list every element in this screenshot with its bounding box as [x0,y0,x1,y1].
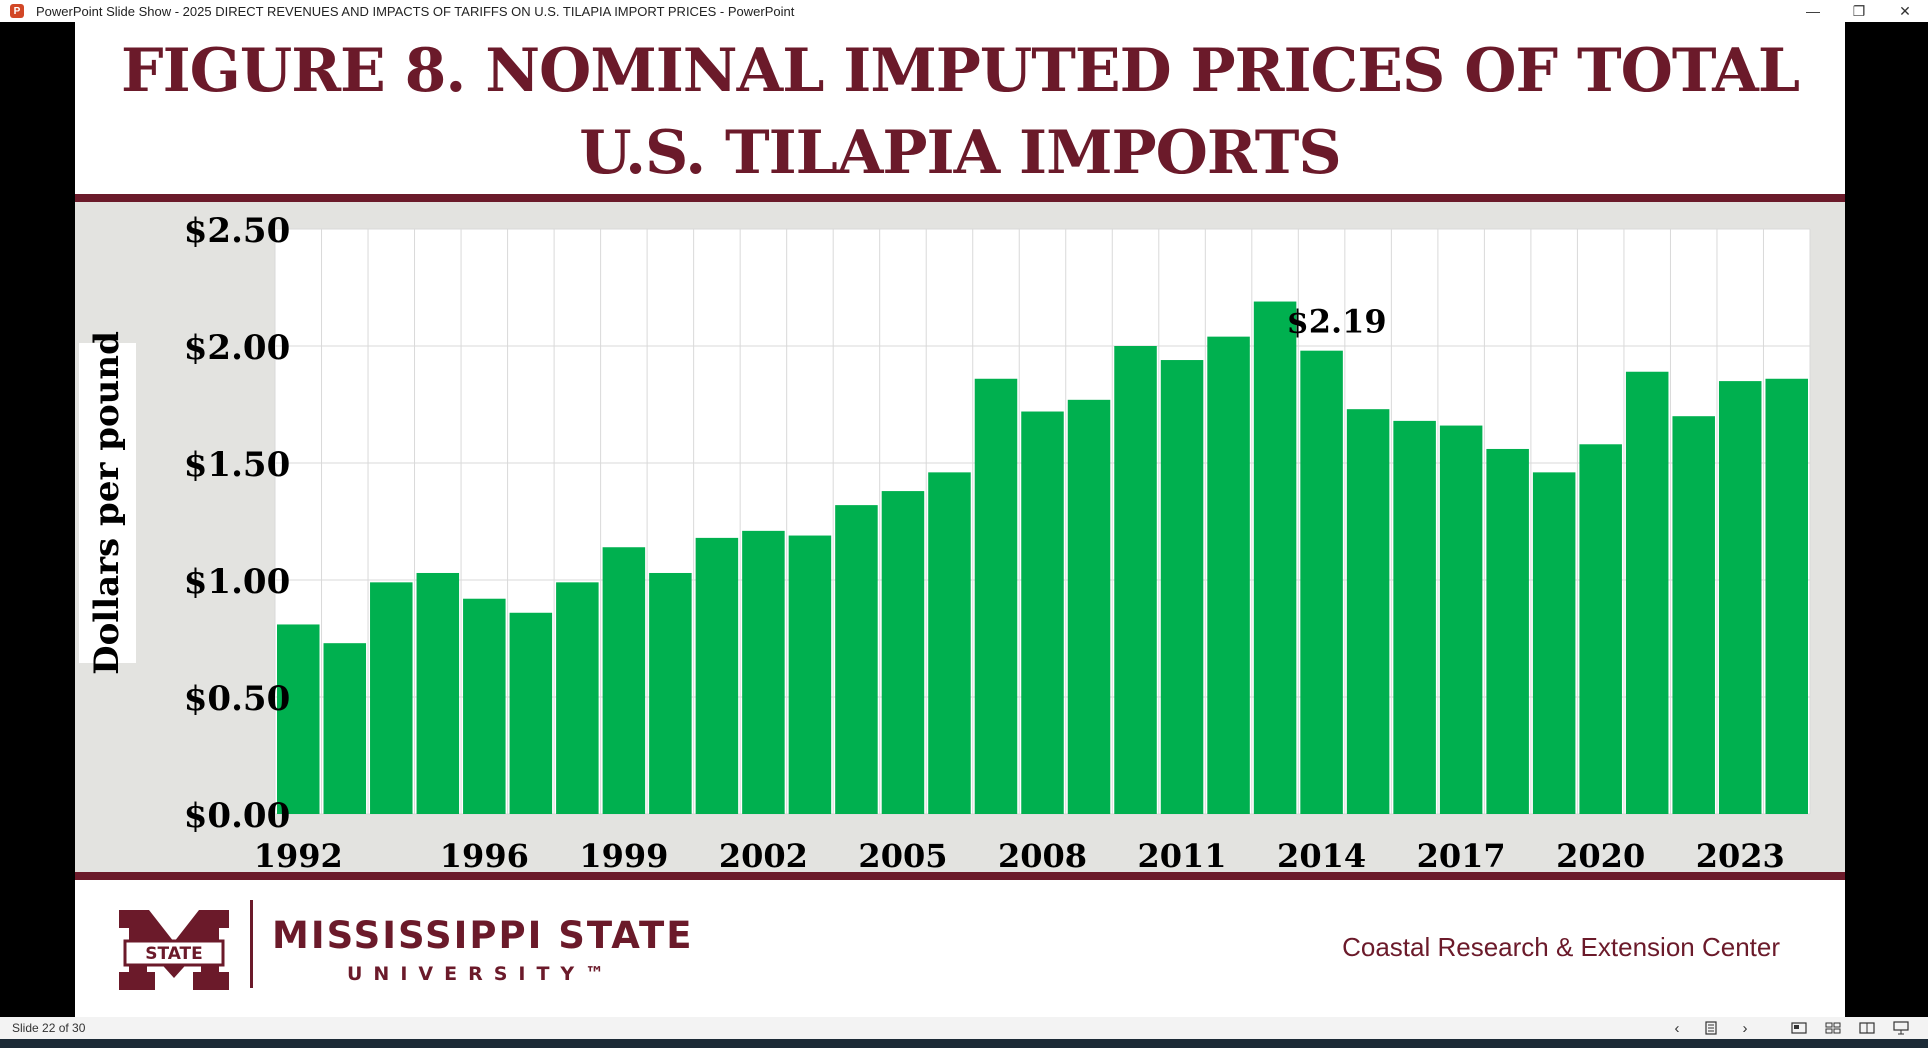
bar-2006 [928,472,971,814]
x-tick-label: 2023 [1696,837,1785,872]
reading-view-icon [1859,1022,1875,1034]
window-controls: — ❐ ✕ [1790,0,1928,22]
msu-logo-icon: STATE [119,910,229,990]
bar-2007 [974,378,1018,814]
x-tick-label: 2008 [998,837,1087,872]
chart-panel: $0.00 $0.50 $1.00 $1.50 $2.00 $2.50 1992 1996 19… [75,202,1845,872]
bar-1995 [416,572,460,814]
x-tick-label: 2020 [1556,837,1645,872]
previous-slide-button[interactable]: ‹ [1674,1019,1680,1037]
slideshow-view-button[interactable] [1884,1017,1918,1039]
bar-2013 [1253,301,1297,814]
slide[interactable]: FIGURE 8. NOMINAL IMPUTED PRICES OF TOTA… [75,22,1845,1017]
y-axis-title: Dollars per pound [87,331,127,675]
bar-chart: $0.00 $0.50 $1.00 $1.50 $2.00 $2.50 1992 1996 19… [184,211,1811,872]
slide-sorter-button[interactable] [1816,1017,1850,1039]
x-tick-label: 2002 [719,837,808,872]
university-name: MISSISSIPPI STATE [272,914,694,957]
bar-2002 [742,530,785,814]
x-tick-label: 1999 [579,837,668,872]
normal-view-icon [1791,1022,1807,1034]
slide-menu-icon [1705,1021,1717,1035]
x-tick-label: 1996 [440,837,529,872]
slideshow-view-icon [1893,1021,1909,1035]
slideshow-statusbar: Slide 22 of 30 ‹ › [0,1017,1928,1039]
minimize-button[interactable]: — [1806,3,1820,19]
bar-2016 [1393,420,1436,814]
bar-2010 [1114,346,1157,814]
bar-2024 [1765,378,1808,814]
bar-2011 [1160,360,1204,814]
normal-view-button[interactable] [1782,1017,1816,1039]
bar-1996 [463,598,506,814]
bar-2020 [1579,444,1622,814]
bar-2014 [1300,350,1343,814]
x-tick-label: 2011 [1138,837,1227,872]
slide-counter: Slide 22 of 30 [12,1021,86,1035]
y-tick-label: $2.50 [184,211,290,251]
bar-2018 [1486,448,1529,814]
logo-divider [250,900,253,988]
bar-1999 [602,547,646,814]
slide-title: FIGURE 8. NOMINAL IMPUTED PRICES OF TOTA… [75,30,1845,202]
window-titlebar: P PowerPoint Slide Show - 2025 DIRECT RE… [0,0,1928,22]
y-tick-label: $1.00 [184,562,290,602]
x-tick-label: 2017 [1417,837,1506,872]
bar-2004 [835,505,878,814]
slide-title-line-1: FIGURE 8. NOMINAL IMPUTED PRICES OF TOTA… [120,36,1800,106]
x-tick-label: 1992 [254,837,343,872]
university-subtitle: UNIVERSITY™ [347,963,616,985]
bar-1997 [509,612,553,814]
taskbar [0,1039,1928,1048]
data-label-peak: $2.19 [1286,303,1386,341]
bar-2003 [788,535,832,814]
restore-button[interactable]: ❐ [1852,2,1866,19]
x-tick-label: 2005 [858,837,947,872]
title-divider [75,194,1845,202]
bar-2000 [649,572,692,814]
bar-2017 [1439,425,1483,814]
y-axis-title-box [79,343,136,663]
window-title: PowerPoint Slide Show - 2025 DIRECT REVE… [36,3,795,19]
footer-divider [75,872,1845,880]
bar-2019 [1532,472,1576,814]
bar-2022 [1672,416,1715,814]
bar-1994 [370,582,413,814]
slide-title-line-2: U.S. TILAPIA IMPORTS [579,118,1341,188]
bar-2021 [1625,371,1669,814]
bar-2005 [881,491,925,814]
reading-view-button[interactable] [1850,1017,1884,1039]
slide-footer: STATE MISSISSIPPI STATE UNIVERSITY™ Coas… [75,880,1845,1017]
bar-2015 [1346,409,1390,814]
y-tick-label: $1.50 [184,445,290,485]
slide-sorter-icon [1825,1022,1841,1034]
bar-2023 [1718,381,1762,814]
powerpoint-app-icon: P [10,4,24,18]
slide-menu-button[interactable] [1694,1017,1728,1039]
bar-2009 [1067,399,1111,814]
bar-1998 [556,582,599,814]
bar-1992 [277,624,320,814]
y-tick-label: $2.00 [184,328,290,368]
slideshow-controls: ‹ › [1660,1017,1918,1039]
bar-2008 [1021,411,1064,814]
x-tick-label: 2014 [1277,837,1366,872]
msu-logo-badge-text: STATE [145,944,203,964]
y-tick-label: $0.00 [184,796,290,836]
bar-1993 [323,643,367,814]
statusbar-spacer [1762,1017,1782,1039]
y-tick-label: $0.50 [184,679,290,719]
bar-2012 [1207,336,1250,814]
next-slide-button[interactable]: › [1742,1019,1748,1037]
close-button[interactable]: ✕ [1899,2,1911,19]
bar-2001 [695,537,739,814]
center-name: Coastal Research & Extension Center [1342,932,1780,962]
